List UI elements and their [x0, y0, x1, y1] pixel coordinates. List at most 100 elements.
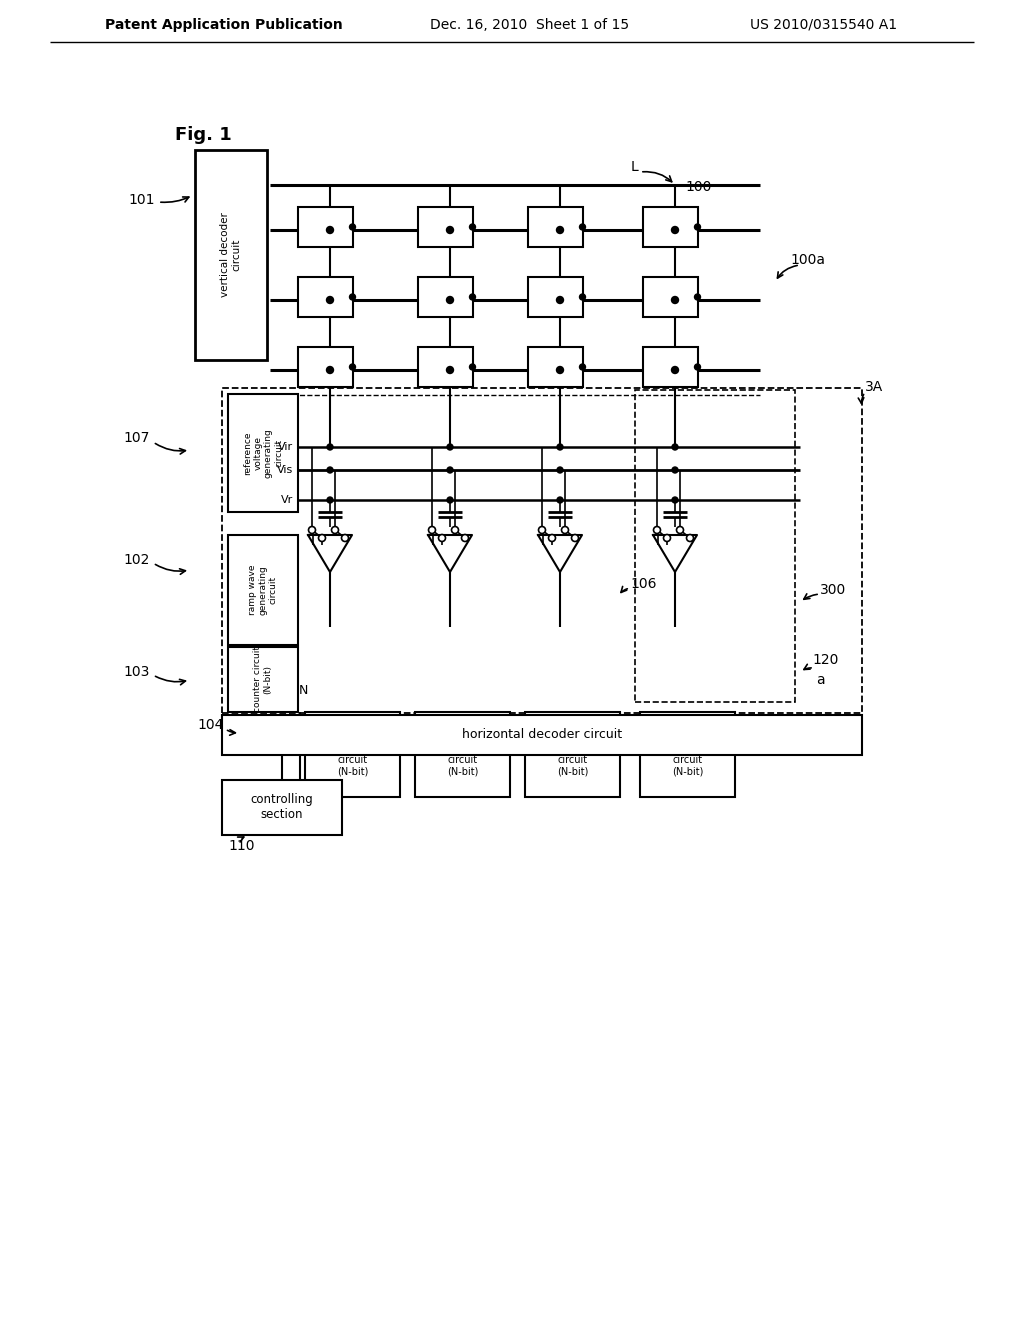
- Circle shape: [332, 527, 339, 533]
- Text: digital
memory
circuit
(N-bit): digital memory circuit (N-bit): [552, 733, 593, 777]
- Circle shape: [694, 294, 700, 300]
- Circle shape: [438, 535, 445, 541]
- Text: 104: 104: [198, 718, 224, 733]
- Circle shape: [446, 227, 454, 234]
- Circle shape: [672, 227, 679, 234]
- Bar: [298, 207, 352, 247]
- Circle shape: [447, 444, 453, 450]
- Circle shape: [677, 527, 683, 533]
- Text: controlling
section: controlling section: [251, 793, 313, 821]
- Circle shape: [580, 294, 586, 300]
- Text: digital
memory
circuit
(N-bit): digital memory circuit (N-bit): [668, 733, 708, 777]
- Bar: [418, 277, 472, 317]
- Text: horizontal decoder circuit: horizontal decoder circuit: [462, 729, 622, 742]
- Bar: [418, 207, 472, 247]
- Text: digital
memory
circuit
(N-bit): digital memory circuit (N-bit): [332, 733, 373, 777]
- Circle shape: [447, 467, 453, 473]
- Circle shape: [446, 367, 454, 374]
- Text: L: L: [631, 160, 639, 174]
- Bar: [525, 711, 620, 797]
- Circle shape: [571, 535, 579, 541]
- Circle shape: [327, 467, 333, 473]
- Bar: [527, 277, 583, 317]
- Circle shape: [557, 467, 563, 473]
- Circle shape: [327, 297, 334, 304]
- Bar: [418, 347, 472, 387]
- Text: 107: 107: [124, 432, 150, 445]
- Text: Fig. 1: Fig. 1: [175, 125, 231, 144]
- Circle shape: [462, 535, 469, 541]
- Circle shape: [664, 535, 671, 541]
- Circle shape: [686, 535, 693, 541]
- Text: reference
voltage
generating
circuit: reference voltage generating circuit: [243, 428, 283, 478]
- Circle shape: [452, 527, 459, 533]
- Text: 120: 120: [812, 653, 839, 667]
- Text: counter circuit
(N-bit): counter circuit (N-bit): [253, 647, 272, 713]
- Text: digital
memory
circuit
(N-bit): digital memory circuit (N-bit): [442, 733, 482, 777]
- Text: 300: 300: [820, 583, 846, 597]
- Bar: [635, 389, 795, 702]
- Circle shape: [672, 498, 678, 503]
- Text: 100a: 100a: [790, 253, 825, 267]
- Bar: [415, 711, 510, 797]
- Text: 106: 106: [630, 577, 656, 591]
- Bar: [228, 535, 298, 645]
- Text: Dec. 16, 2010  Sheet 1 of 15: Dec. 16, 2010 Sheet 1 of 15: [430, 18, 629, 32]
- Circle shape: [327, 367, 334, 374]
- Circle shape: [653, 527, 660, 533]
- Circle shape: [469, 364, 475, 370]
- Circle shape: [341, 535, 348, 541]
- Text: N: N: [298, 684, 307, 697]
- Circle shape: [556, 367, 563, 374]
- Text: 103: 103: [124, 665, 150, 678]
- Text: Vr: Vr: [281, 495, 293, 506]
- Bar: [305, 711, 400, 797]
- Text: Vir: Vir: [278, 442, 293, 451]
- Bar: [298, 347, 352, 387]
- Bar: [642, 347, 697, 387]
- Circle shape: [557, 498, 563, 503]
- Text: Patent Application Publication: Patent Application Publication: [105, 18, 343, 32]
- Bar: [222, 780, 342, 836]
- Circle shape: [428, 527, 435, 533]
- Circle shape: [557, 444, 563, 450]
- Bar: [222, 388, 862, 713]
- Bar: [527, 347, 583, 387]
- Circle shape: [539, 527, 546, 533]
- Circle shape: [549, 535, 555, 541]
- Circle shape: [672, 467, 678, 473]
- Circle shape: [469, 294, 475, 300]
- Circle shape: [327, 498, 333, 503]
- Bar: [527, 207, 583, 247]
- Circle shape: [672, 297, 679, 304]
- Text: a: a: [816, 673, 824, 686]
- Circle shape: [349, 364, 355, 370]
- Text: 100: 100: [685, 180, 712, 194]
- Circle shape: [672, 367, 679, 374]
- Circle shape: [349, 224, 355, 230]
- Circle shape: [327, 444, 333, 450]
- Circle shape: [556, 227, 563, 234]
- Bar: [195, 150, 267, 360]
- Text: 3A: 3A: [865, 380, 884, 393]
- Circle shape: [447, 498, 453, 503]
- Circle shape: [580, 364, 586, 370]
- Bar: [298, 277, 352, 317]
- Circle shape: [318, 535, 326, 541]
- Text: vertical decoder
circuit: vertical decoder circuit: [220, 213, 242, 297]
- Text: 101: 101: [128, 193, 155, 207]
- Circle shape: [469, 224, 475, 230]
- Circle shape: [349, 294, 355, 300]
- Text: 110: 110: [228, 840, 255, 853]
- Circle shape: [580, 224, 586, 230]
- Circle shape: [308, 527, 315, 533]
- Circle shape: [556, 297, 563, 304]
- Text: ramp wave
generating
circuit: ramp wave generating circuit: [248, 565, 278, 615]
- Bar: [642, 207, 697, 247]
- Text: US 2010/0315540 A1: US 2010/0315540 A1: [750, 18, 897, 32]
- Bar: [642, 277, 697, 317]
- Circle shape: [694, 364, 700, 370]
- Circle shape: [561, 527, 568, 533]
- Text: 102: 102: [124, 553, 150, 568]
- Circle shape: [327, 227, 334, 234]
